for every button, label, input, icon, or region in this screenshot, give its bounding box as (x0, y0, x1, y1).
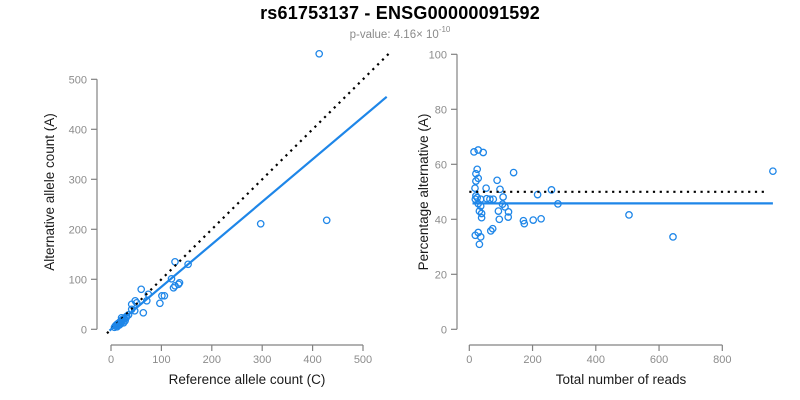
data-point (471, 184, 479, 193)
x-tick-label: 0 (466, 354, 472, 366)
y-axis-title: Percentage alternative (A) (416, 114, 431, 271)
data-point (472, 177, 480, 185)
data-point (156, 299, 164, 308)
x-tick-label: 500 (354, 354, 372, 366)
data-point (477, 213, 486, 222)
x-axis-title: Total number of reads (556, 372, 687, 387)
data-point (175, 278, 184, 287)
right-panel: 0 20 40 60 80 100 0 200 400 600 800 Total number of… (416, 49, 777, 387)
data-point (137, 285, 146, 294)
x-tick-label: 200 (203, 354, 221, 366)
x-axis-title: Reference allele count (C) (169, 372, 326, 387)
data-point (488, 224, 497, 233)
y-tick-label: 0 (81, 324, 87, 336)
y-tick-label: 40 (435, 214, 447, 226)
y-tick-label: 100 (69, 274, 87, 286)
data-point (509, 168, 518, 177)
data-point (475, 240, 484, 249)
x-tick-label: 200 (523, 354, 541, 366)
x-tick-label: 800 (713, 354, 731, 366)
data-point (184, 260, 192, 269)
data-point (499, 193, 507, 201)
y-tick-label: 400 (69, 124, 87, 136)
data-point (504, 213, 513, 221)
data-point (473, 165, 482, 174)
data-point (160, 291, 169, 300)
left-panel: 0 100 200 300 400 500 0 100 200 300 400 500 Referenc… (42, 49, 390, 387)
data-point (547, 186, 556, 194)
data-point (132, 298, 141, 307)
y-axis-title: Alternative allele count (A) (42, 113, 57, 271)
y-tick-label: 100 (429, 49, 447, 61)
y-tick-label: 20 (435, 269, 447, 281)
data-point (470, 148, 478, 156)
data-point (494, 207, 503, 215)
data-point (158, 291, 166, 300)
data-point (131, 296, 140, 305)
data-point (482, 184, 490, 193)
data-point (139, 308, 148, 317)
x-tick-label: 0 (108, 354, 114, 366)
data-point (486, 227, 495, 235)
data-point (256, 219, 265, 228)
data-point (669, 233, 677, 241)
data-point (493, 176, 501, 185)
p-value-exponent: -10 (438, 25, 451, 34)
data-point (537, 214, 545, 223)
x-tick-label: 400 (587, 354, 605, 366)
x-tick-label: 300 (253, 354, 271, 366)
y-tick-label: 60 (435, 159, 447, 171)
data-point (504, 208, 513, 216)
p-value-text: p-value: 4.16× 10 (349, 28, 439, 41)
data-point (167, 274, 176, 283)
data-point (171, 257, 179, 266)
data-point (520, 219, 529, 228)
plot-subtitle: p-value: 4.16× 10-10 (0, 25, 800, 41)
data-point (124, 310, 133, 319)
data-point (322, 216, 331, 225)
data-point (496, 185, 504, 194)
y-tick-label: 0 (441, 324, 447, 336)
y-tick-label: 200 (69, 224, 87, 236)
plot-title: rs61753137 - ENSG00000091592 (260, 3, 540, 23)
x-tick-label: 400 (303, 354, 321, 366)
data-point (495, 215, 504, 224)
y-tick-label: 500 (69, 74, 87, 86)
data-point (529, 216, 538, 224)
data-point (169, 283, 178, 292)
y-tick-label: 80 (435, 104, 447, 116)
data-point (625, 211, 633, 219)
data-point (471, 231, 480, 240)
x-tick-label: 600 (650, 354, 668, 366)
data-point (475, 207, 484, 215)
plot-header: rs61753137 - ENSG00000091592 p-value: 4.… (0, 3, 800, 41)
identity-line (106, 52, 390, 335)
x-tick-label: 100 (152, 354, 170, 366)
data-point (769, 167, 777, 176)
data-point (477, 209, 486, 218)
fit-line (108, 95, 388, 332)
data-point (174, 280, 183, 289)
data-point (479, 148, 488, 157)
y-tick-label: 300 (69, 174, 87, 186)
data-point (315, 49, 324, 58)
